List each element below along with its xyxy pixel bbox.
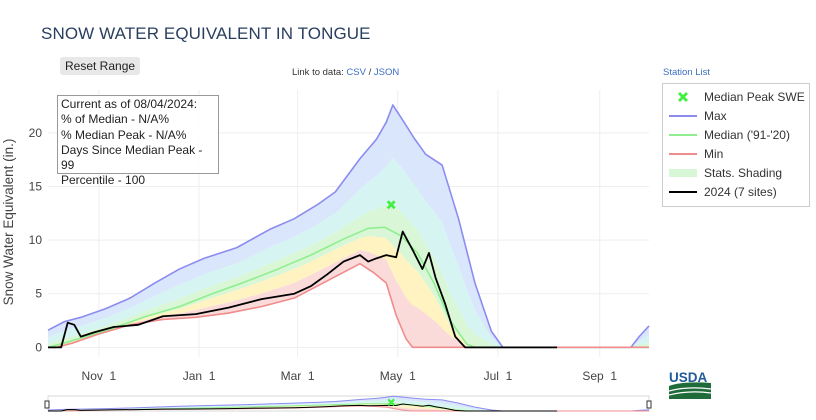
x-axis-ticks: Nov 1 Jan 1 Mar 1 May 1 Jul 1 Sep 1 [82,369,618,383]
range-slider[interactable] [44,395,652,412]
range-median-peak-marker [387,398,395,407]
x-marker-icon [677,91,689,103]
y-axis-label: Snow Water Equivalent (in.) [1,139,16,306]
legend-item-median-peak[interactable]: Median Peak SWE [669,89,805,105]
csv-link[interactable]: CSV [346,67,366,78]
line-swatch-icon [669,115,697,117]
x-tick-label: Jan 1 [183,369,216,383]
legend-item-median[interactable]: Median ('91-'20) [669,127,790,143]
range-handle-left[interactable] [44,400,50,409]
series-line-min [48,262,649,349]
link-separator: / [368,67,372,78]
reset-range-button[interactable]: Reset Range [60,57,141,75]
range-handle-right[interactable] [646,400,652,409]
shade-band-median [48,205,649,348]
line-swatch-icon [669,191,697,193]
page-title: SNOW WATER EQUIVALENT IN TONGUE [41,24,371,43]
legend-item-min[interactable]: Min [669,146,723,162]
station-list-link[interactable]: Station List [663,67,710,78]
series-lines [47,104,650,349]
y-tick-label: 15 [29,180,43,194]
range-series-line [47,395,650,412]
legend-label: 2024 (7 sites) [704,185,777,199]
shade-band-below [48,236,649,348]
info-pct-median-peak: % Median Peak - N/A% [61,127,187,142]
x-tick-label: Nov 1 [82,369,117,383]
info-percentile: Percentile - 100 [61,173,146,188]
y-tick-label: 5 [35,287,42,301]
legend-label: Max [704,109,727,123]
legend-item-shading[interactable]: Stats. Shading [669,165,782,181]
line-swatch-icon [669,134,697,136]
legend-label: Median ('91-'20) [704,128,790,142]
legend-label: Min [704,147,724,161]
info-pct-median: % of Median - N/A% [61,112,170,127]
legend-item-2024[interactable]: 2024 (7 sites) [669,184,777,200]
y-tick-label: 10 [29,233,43,247]
x-tick-label: Mar 1 [281,369,315,383]
line-swatch-icon [669,153,697,155]
x-tick-label: May 1 [380,369,416,383]
shade-swatch-icon [669,169,697,177]
y-tick-label: 0 [35,340,42,354]
series-line-max [47,104,650,349]
usda-logo-text: USDA [669,370,708,385]
legend-label: Median Peak SWE [704,90,805,104]
info-days-since-peak: Days Since Median Peak - 99 [61,142,203,173]
series-line-2024 [48,230,558,349]
y-axis-ticks: 0 5 10 15 20 [29,126,43,354]
usda-logo: USDA [669,370,711,399]
range-series-line [48,403,558,412]
x-tick-label: Jul 1 [484,369,513,383]
current-status-box: Current as of 08/04/2024: % of Median - … [57,95,219,187]
json-link[interactable]: JSON [373,67,400,78]
legend-item-max[interactable]: Max [669,108,727,124]
data-links: Link to data: CSV / JSON [292,67,399,78]
legend-label: Stats. Shading [704,166,783,180]
x-tick-label: Sep 1 [582,369,617,383]
chart-legend: Median Peak SWE Max Median ('91-'20) Min… [662,83,810,207]
info-date: Current as of 08/04/2024: [61,97,198,111]
link-prefix: Link to data: [292,67,344,78]
median-peak-marker [386,200,396,210]
y-tick-label: 20 [29,126,43,140]
